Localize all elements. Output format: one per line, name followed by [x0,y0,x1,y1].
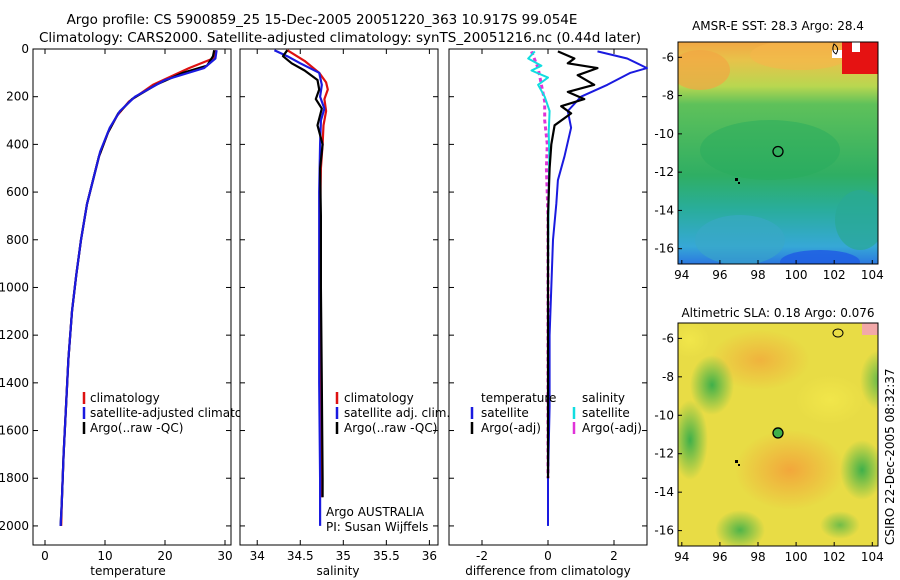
salinity-xtick-label: 34.5 [287,549,314,563]
legend-header-salinity: salinity [582,391,625,405]
difference-xlabel: difference from climatology [465,564,631,578]
legend-label-satellite-temperature: satellite [481,406,529,420]
sla-map-xtick-label: 102 [823,550,846,564]
difference-panel: -2 0 2 difference from climatology tempera… [448,48,648,578]
legend-label-satellite-salinity: satellite [582,406,630,420]
temperature-xlabel: temperature [90,564,165,578]
depth-ytick-label: 1200 [0,328,29,342]
argo-location-marker [772,145,784,158]
temperature-xtick-label: 20 [157,549,172,563]
sst-map-xtick-label: 96 [712,268,727,282]
legend-label-argo-temperature: Argo(-adj) [481,421,541,435]
salinity-legend: climatology satellite adj. clim. Argo(..… [335,391,450,435]
temperature-panel: 0 10 20 30 0 200 400 600 800 1000 1200 1400 1600 1800… [0,42,268,578]
temperature-xtick-label: 30 [217,549,232,563]
salinity-series-argo-raw-qc [281,49,324,498]
difference-xtick-label: 2 [610,549,618,563]
depth-ytick-label: 800 [6,233,29,247]
sst-map-ytick-label: -10 [654,127,674,141]
difference-series-satellite-temperature [547,50,648,526]
legend-label-satellite-adj: satellite adj. clim. [344,406,450,420]
sla-map-title: Altimetric SLA: 0.18 Argo: 0.076 [681,306,874,320]
sla-map-ytick-label: -10 [654,408,674,422]
salinity-axes-frame [239,48,439,546]
sst-map-xtick-label: 102 [823,268,846,282]
figure-title-line1: Argo profile: CS 5900859_25 15-Dec-2005 … [67,12,578,28]
salinity-xtick-label: 35.5 [373,549,400,563]
legend-label-argo: Argo(..raw -QC) [90,421,183,435]
sla-map-ytick-label: -14 [654,485,674,499]
sla-map-xtick-label: 94 [674,550,689,564]
depth-ytick-label: 200 [6,90,29,104]
sst-map-xtick-label: 94 [674,268,689,282]
sst-map-xtick-label: 98 [750,268,765,282]
temperature-legend: climatology satellite-adjusted climatolo… [82,391,268,435]
temperature-xtick-label: 10 [97,549,112,563]
temperature-xtick-label: 0 [41,549,49,563]
depth-ytick-label: 1000 [0,280,29,294]
sla-map-panel: Altimetric SLA: 0.18 Argo: 0.076 94 96 98 1… [654,306,884,564]
sla-map-xtick-label: 98 [750,550,765,564]
temperature-series-satellite-adjusted-climatology [59,50,218,526]
sst-map-xtick-label: 104 [861,268,884,282]
sst-map-ytick-label: -6 [662,50,674,64]
salinity-series-satellite-adj-clim [273,49,326,526]
sla-map-frame [677,322,879,547]
legend-label-climatology: climatology [90,391,160,405]
sla-map-ytick-label: -6 [662,331,674,345]
sla-map-xtick-label: 104 [861,550,884,564]
salinity-xtick-label: 35 [336,549,351,563]
legend-label-climatology: climatology [344,391,414,405]
legend-label-argo: Argo(..raw -QC) [344,421,437,435]
csiro-timestamp-label: CSIRO 22-Dec-2005 08:32:37 [883,368,897,545]
legend-header-temperature: temperature [481,391,556,405]
sst-map-panel: AMSR-E SST: 28.3 Argo: 28.4 94 96 98 100 102… [654,19,884,282]
salinity-xtick-label: 36 [422,549,437,563]
depth-ytick-label: 2000 [0,519,29,533]
salinity-xlabel: salinity [316,564,359,578]
difference-series-argo-adj-temperature [546,50,599,479]
sst-heatmap [678,42,878,264]
sst-map-ytick-label: -16 [654,242,674,256]
depth-ytick-label: 1800 [0,471,29,485]
salinity-xtick-label: 34 [250,549,265,563]
salinity-panel: 34 34.5 35 35.5 36 salinity climatology sate… [239,48,450,578]
legend-label-satellite-adjusted: satellite-adjusted climatology [90,406,268,420]
sla-map-ytick-label: -12 [654,447,674,461]
sst-map-ytick-label: -14 [654,203,674,217]
sla-heatmap [678,323,878,546]
depth-ytick-label: 400 [6,137,29,151]
sst-map-frame [677,41,879,265]
argo-location-marker [772,427,784,439]
depth-ytick-label: 1600 [0,424,29,438]
difference-xtick-label: 0 [544,549,552,563]
sla-map-xtick-label: 96 [712,550,727,564]
figure-title-line2: Climatology: CARS2000. Satellite-adjuste… [39,30,641,46]
sla-map-ytick-label: -16 [654,524,674,538]
sst-map-ytick-label: -8 [662,89,674,103]
float-owner-annotation: Argo AUSTRALIA [326,505,425,519]
sla-map-ytick-label: -8 [662,370,674,384]
legend-label-argo-salinity: Argo(-adj) [582,421,642,435]
sst-map-xtick-label: 100 [785,268,808,282]
sla-map-xtick-label: 100 [785,550,808,564]
difference-legend: temperature satellite Argo(-adj) salinit… [470,391,642,435]
depth-ytick-label: 0 [21,42,29,56]
sst-map-title: AMSR-E SST: 28.3 Argo: 28.4 [692,19,864,33]
temperature-axes-frame [32,48,232,546]
difference-xtick-label: -2 [476,549,488,563]
pi-annotation: PI: Susan Wijffels [326,520,428,534]
depth-ytick-label: 600 [6,185,29,199]
sst-map-ytick-label: -12 [654,165,674,179]
depth-ytick-label: 1400 [0,376,29,390]
